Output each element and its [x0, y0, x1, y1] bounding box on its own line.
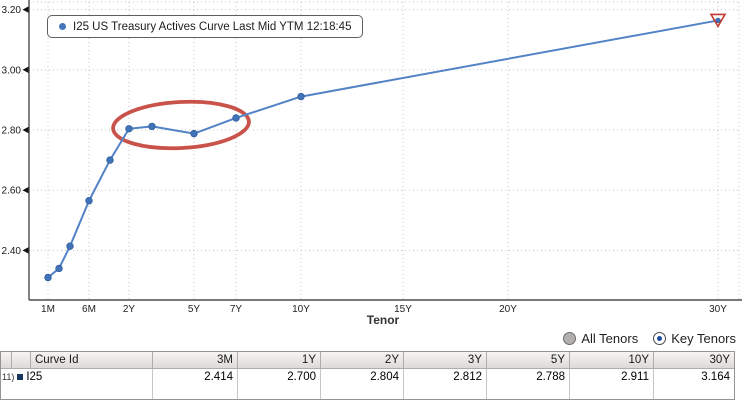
header-3m: 3M [153, 352, 238, 369]
all-tenors-label: All Tenors [581, 331, 639, 346]
hump-circle-annotation [111, 99, 251, 151]
header-1y: 1Y [238, 352, 321, 369]
x-tick-label-30Y: 30Y [709, 304, 727, 315]
x-tick-label-5Y: 5Y [188, 304, 201, 315]
key-tenors-radio[interactable]: Key Tenors [653, 331, 736, 346]
x-tick-label-20Y: 20Y [499, 304, 517, 315]
data-point-3M[interactable] [66, 242, 74, 250]
y-tick-label-2.60: 2.60 [2, 186, 22, 197]
value-3m: 2.414 [153, 369, 238, 399]
table-row[interactable]: 11) I25 2.414 2.700 2.804 2.812 2.788 2.… [1, 369, 734, 399]
y-tick-arrow-icon [22, 66, 29, 73]
all-tenors-radio-icon[interactable] [563, 332, 577, 345]
y-tick-arrow-icon [22, 247, 29, 254]
y-tick-arrow-icon [22, 126, 29, 134]
header-2y: 2Y [321, 352, 404, 369]
gridlines [29, 1, 741, 300]
x-tick-label-1M: 1M [41, 304, 55, 315]
yield-curve-chart: 3.20 3.00 2.80 2.60 2.40 1M 6M 2Y 5Y 7Y 10Y 15Y 20Y 3… [2, 0, 742, 327]
data-point-2M[interactable] [55, 264, 63, 273]
curve-series [44, 13, 727, 282]
data-point-1Y[interactable] [106, 156, 114, 164]
all-tenors-radio[interactable]: All Tenors [563, 331, 638, 346]
y-tick-label-2.80: 2.80 [2, 126, 22, 137]
curve-id-cell[interactable]: 11) I25 [1, 369, 153, 399]
header-spacer-2 [12, 352, 31, 369]
legend-label: I25 US Treasury Actives Curve Last Mid Y… [73, 20, 352, 33]
value-1y: 2.700 [238, 369, 321, 399]
header-3y: 3Y [404, 352, 487, 369]
x-axis-title: Tenor [367, 313, 400, 327]
data-point-1M[interactable] [44, 273, 52, 282]
axes [28, 0, 742, 301]
y-tick-label-3.20: 3.20 [2, 5, 22, 16]
key-tenors-label: Key Tenors [671, 331, 736, 346]
value-30y: 3.164 [701, 371, 730, 383]
data-point-6M[interactable] [85, 197, 93, 205]
curve-color-swatch-icon [17, 374, 24, 380]
x-tick-label-7Y: 7Y [230, 304, 243, 315]
header-5y: 5Y [487, 352, 570, 369]
legend-marker-icon [59, 23, 66, 30]
key-tenors-radio-icon[interactable] [653, 332, 667, 345]
curve-table: Curve Id 3M 1Y 2Y 3Y 5Y 10Y 30Y 11) I25 … [0, 351, 735, 400]
tenor-toggle-group: All Tenors Key Tenors [563, 331, 736, 346]
value-2y: 2.804 [321, 369, 404, 399]
header-30y: 30Y [654, 352, 734, 369]
tick-labels: 3.20 3.00 2.80 2.60 2.40 1M 6M 2Y 5Y 7Y 10Y 15Y 20Y 3… [2, 5, 728, 315]
x-tick-label-2Y: 2Y [123, 304, 136, 315]
y-tick-label-2.40: 2.40 [2, 246, 22, 257]
header-spacer-1 [1, 352, 12, 369]
data-point-30Y[interactable] [715, 17, 721, 24]
y-tick-arrow-icon [22, 6, 29, 13]
data-point-3Y[interactable] [148, 122, 156, 131]
header-curve-id: Curve Id [31, 352, 153, 369]
selected-point-triangle-icon[interactable] [709, 13, 727, 29]
value-5y: 2.788 [487, 369, 570, 399]
curve-id-value: I25 [26, 371, 43, 383]
y-tick-label-3.00: 3.00 [2, 65, 22, 76]
chart-legend: I25 US Treasury Actives Curve Last Mid Y… [47, 15, 364, 38]
table-header-row: Curve Id 3M 1Y 2Y 3Y 5Y 10Y 30Y [1, 352, 734, 369]
data-point-7Y[interactable] [232, 114, 240, 122]
red-ellipse-annotation [111, 99, 251, 151]
x-tick-label-10Y: 10Y [292, 304, 310, 315]
y-tick-arrow-icon [22, 187, 29, 194]
value-3y: 2.812 [404, 369, 487, 399]
data-point-10Y[interactable] [297, 92, 305, 101]
value-10y: 2.911 [570, 369, 654, 399]
row-index: 11) [2, 372, 15, 382]
curve-line [47, 19, 719, 279]
header-10y: 10Y [570, 352, 654, 369]
data-point-5Y[interactable] [190, 129, 198, 138]
x-tick-label-6M: 6M [82, 304, 96, 315]
data-point-2Y[interactable] [125, 125, 133, 133]
x-tick-label-15Y: 15Y [394, 304, 412, 315]
